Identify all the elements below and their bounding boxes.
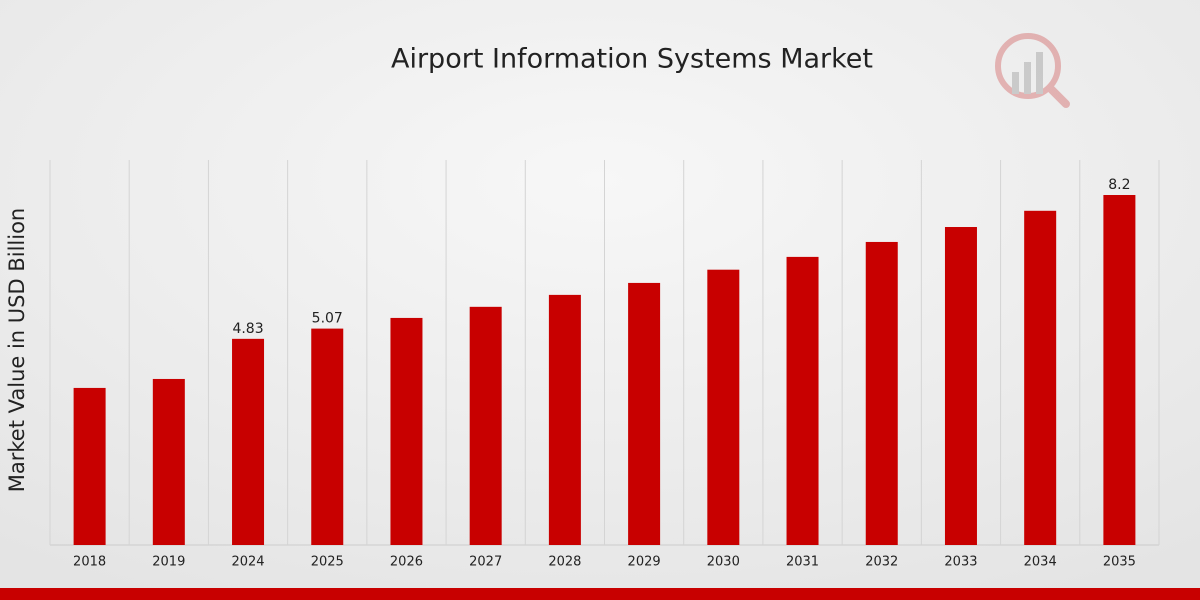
chart-title: Airport Information Systems Market: [391, 44, 873, 75]
bar: [628, 282, 661, 545]
bar: [944, 227, 977, 545]
x-tick-label: 2027: [469, 555, 502, 570]
x-tick-label: 2018: [73, 555, 106, 570]
bar: [73, 387, 106, 545]
x-tick-label: 2026: [390, 555, 423, 570]
bar: [232, 338, 265, 545]
bar: [786, 256, 819, 545]
bar: [707, 269, 740, 545]
y-axis-label: Market Value in USD Billion: [5, 208, 29, 492]
bar: [311, 328, 344, 545]
bar: [1024, 210, 1057, 546]
x-tick-label: 2034: [1024, 555, 1057, 570]
x-tick-label: 2031: [786, 555, 819, 570]
x-tick-label: 2033: [944, 555, 977, 570]
value-label: 5.07: [312, 311, 343, 327]
x-tick-label: 2035: [1103, 555, 1136, 570]
bar: [1103, 195, 1136, 545]
x-tick-label: 2024: [231, 555, 264, 570]
value-label: 4.83: [232, 321, 263, 337]
x-tick-label: 2032: [865, 555, 898, 570]
value-label: 8.2: [1108, 177, 1130, 193]
bar: [469, 306, 502, 545]
x-tick-label: 2019: [152, 555, 185, 570]
bar: [548, 294, 581, 545]
footer-stripe: [0, 588, 1200, 600]
x-tick-label: 2028: [548, 555, 581, 570]
bar: [865, 241, 898, 545]
logo: [995, 33, 1070, 108]
bar: [152, 378, 185, 545]
x-tick-label: 2030: [707, 555, 740, 570]
bar: [390, 317, 423, 545]
x-tick-label: 2029: [628, 555, 661, 570]
x-tick-label: 2025: [311, 555, 344, 570]
